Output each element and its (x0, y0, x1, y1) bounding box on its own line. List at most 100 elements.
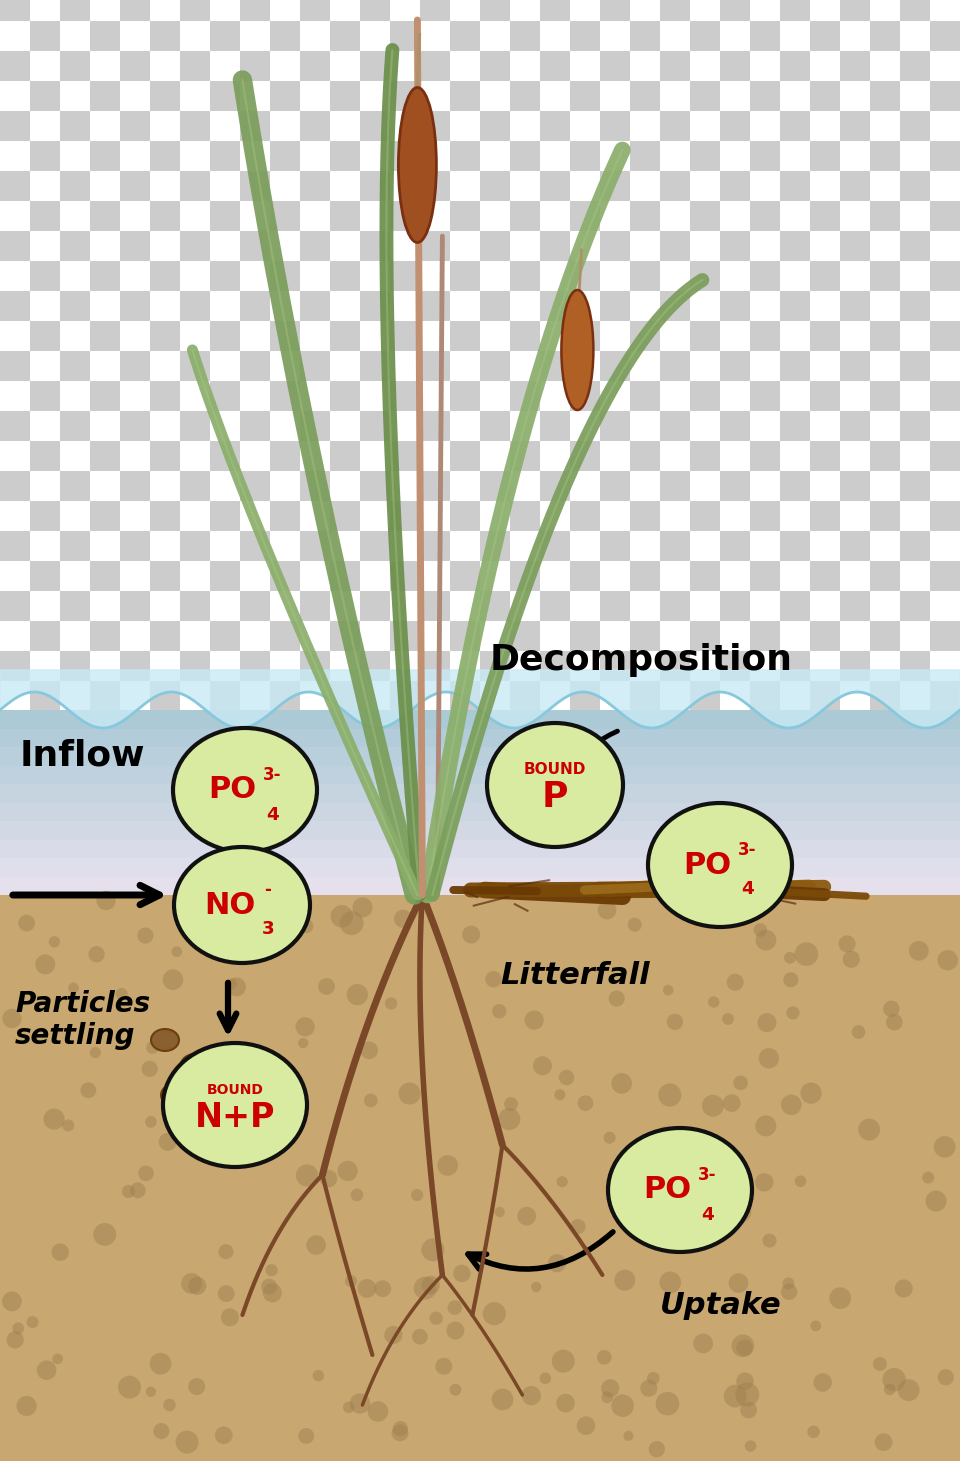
Circle shape (218, 1245, 233, 1259)
Bar (930, 381, 960, 411)
Bar (270, 0, 300, 20)
Bar (900, 441, 930, 470)
Bar (30, 351, 60, 381)
Circle shape (299, 1037, 308, 1048)
Bar (0, 291, 30, 321)
Bar (390, 291, 420, 321)
Bar (930, 951, 960, 980)
Bar (630, 561, 660, 592)
Bar (180, 980, 210, 1011)
Bar (750, 1102, 780, 1131)
Bar (720, 411, 750, 441)
Bar (750, 1401, 780, 1430)
Bar (390, 621, 420, 652)
Bar (330, 861, 360, 891)
Circle shape (647, 1372, 660, 1385)
Bar (480, 80, 510, 111)
Circle shape (89, 1048, 101, 1058)
Bar (870, 1102, 900, 1131)
Circle shape (247, 907, 268, 928)
Bar (300, 501, 330, 530)
Bar (660, 1011, 690, 1042)
Bar (30, 1430, 60, 1461)
Bar (210, 470, 240, 501)
Bar (210, 111, 240, 142)
Bar (930, 1430, 960, 1461)
Bar (750, 80, 780, 111)
Bar (570, 1251, 600, 1281)
Circle shape (724, 1385, 747, 1407)
Bar (90, 381, 120, 411)
Bar (540, 470, 570, 501)
Bar (660, 1221, 690, 1251)
Circle shape (810, 1321, 821, 1331)
Bar (600, 530, 630, 561)
Bar (30, 1102, 60, 1131)
Bar (420, 980, 450, 1011)
Bar (420, 1251, 450, 1281)
Bar (750, 920, 780, 951)
Bar (930, 291, 960, 321)
Bar (30, 1251, 60, 1281)
Bar (150, 1251, 180, 1281)
Bar (780, 771, 810, 801)
Circle shape (843, 951, 860, 967)
Bar (90, 1102, 120, 1131)
Bar (600, 1102, 630, 1131)
Bar (930, 801, 960, 831)
Bar (0, 710, 960, 802)
Bar (870, 561, 900, 592)
Ellipse shape (648, 804, 792, 926)
Bar (900, 202, 930, 231)
Bar (540, 351, 570, 381)
Circle shape (730, 1201, 752, 1223)
Bar (300, 1191, 330, 1221)
Bar (0, 1251, 30, 1281)
Bar (600, 801, 630, 831)
Bar (690, 1042, 720, 1071)
Bar (570, 831, 600, 861)
Bar (210, 1311, 240, 1341)
Circle shape (176, 1430, 199, 1454)
Bar (780, 20, 810, 51)
Bar (930, 712, 960, 741)
Bar (0, 652, 30, 681)
Bar (120, 561, 150, 592)
Bar (120, 381, 150, 411)
Circle shape (49, 937, 60, 948)
Bar (600, 561, 630, 592)
Circle shape (923, 1172, 934, 1183)
Bar (420, 321, 450, 351)
Bar (510, 951, 540, 980)
Bar (720, 501, 750, 530)
Circle shape (934, 1137, 955, 1157)
Bar (90, 411, 120, 441)
Bar (360, 501, 390, 530)
Bar (630, 920, 660, 951)
Bar (180, 621, 210, 652)
Bar (660, 171, 690, 202)
Circle shape (679, 1207, 698, 1226)
Bar (600, 1221, 630, 1251)
Bar (120, 1102, 150, 1131)
Bar (840, 1221, 870, 1251)
Bar (570, 291, 600, 321)
Bar (900, 351, 930, 381)
Bar (630, 1102, 660, 1131)
Bar (60, 1221, 90, 1251)
Circle shape (631, 1202, 652, 1224)
Bar (150, 411, 180, 441)
Bar (300, 621, 330, 652)
Bar (180, 831, 210, 861)
Bar (150, 1281, 180, 1311)
Bar (840, 142, 870, 171)
Circle shape (115, 988, 128, 999)
Bar (60, 1370, 90, 1401)
Bar (630, 171, 660, 202)
Bar (540, 0, 570, 20)
Bar (390, 1071, 420, 1102)
Bar (180, 411, 210, 441)
Bar (120, 652, 150, 681)
Bar (180, 202, 210, 231)
Bar (810, 1341, 840, 1370)
